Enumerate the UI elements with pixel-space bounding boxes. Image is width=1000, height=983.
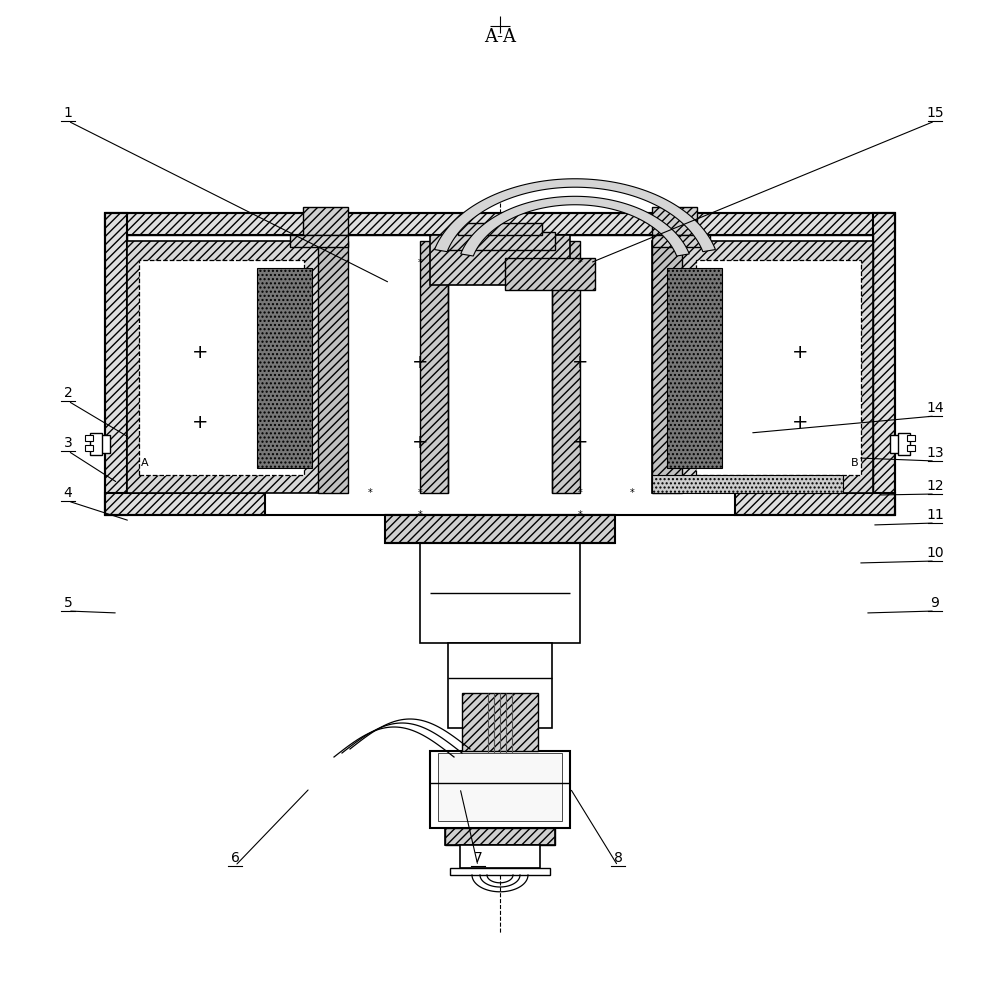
Text: 1: 1: [64, 106, 72, 120]
Bar: [907, 435, 915, 441]
Bar: [450, 868, 550, 875]
Text: 7: 7: [474, 851, 482, 865]
Bar: [90, 433, 102, 455]
Bar: [458, 223, 542, 235]
Text: *: *: [630, 488, 634, 498]
Text: *: *: [578, 258, 582, 268]
Text: +: +: [412, 434, 428, 452]
Text: 12: 12: [926, 479, 944, 493]
Bar: [430, 235, 570, 285]
Text: *: *: [578, 510, 582, 520]
Bar: [460, 845, 540, 868]
Text: 9: 9: [931, 596, 939, 610]
Text: 3: 3: [64, 436, 72, 450]
Bar: [652, 207, 697, 235]
Text: 11: 11: [926, 508, 944, 522]
Text: +: +: [572, 354, 588, 373]
Bar: [430, 751, 570, 828]
Bar: [127, 241, 348, 493]
Bar: [85, 435, 93, 441]
Text: 8: 8: [614, 851, 622, 865]
Bar: [445, 828, 555, 845]
Bar: [652, 241, 682, 493]
Text: 6: 6: [231, 851, 239, 865]
Bar: [100, 435, 110, 453]
Text: +: +: [572, 434, 588, 452]
Bar: [552, 241, 580, 493]
Text: A-A: A-A: [484, 28, 516, 46]
Bar: [420, 543, 580, 643]
Text: *: *: [418, 510, 422, 520]
Bar: [873, 213, 895, 515]
Text: *: *: [578, 488, 582, 498]
Bar: [85, 445, 93, 451]
Bar: [318, 241, 348, 493]
Bar: [303, 207, 348, 235]
Text: +: +: [412, 354, 428, 373]
Bar: [290, 235, 348, 247]
Bar: [445, 232, 555, 250]
Bar: [105, 213, 127, 515]
Text: *: *: [368, 488, 372, 498]
Bar: [696, 260, 861, 475]
Text: 14: 14: [926, 401, 944, 415]
Bar: [652, 235, 710, 247]
Text: 5: 5: [64, 596, 72, 610]
Text: +: +: [192, 414, 208, 433]
Bar: [257, 268, 312, 468]
Bar: [105, 493, 265, 515]
Bar: [445, 828, 555, 845]
Text: +: +: [792, 414, 808, 433]
Polygon shape: [461, 197, 689, 256]
Bar: [652, 241, 873, 493]
Bar: [420, 241, 448, 493]
Bar: [462, 693, 538, 751]
Bar: [898, 433, 910, 455]
Bar: [448, 643, 552, 728]
Bar: [652, 475, 843, 493]
Bar: [139, 260, 304, 475]
Text: *: *: [418, 258, 422, 268]
Bar: [907, 445, 915, 451]
Bar: [735, 493, 895, 515]
Bar: [448, 268, 552, 488]
Bar: [105, 213, 895, 235]
Bar: [505, 258, 595, 290]
Text: 4: 4: [64, 486, 72, 500]
Text: B: B: [851, 458, 859, 468]
Bar: [890, 435, 900, 453]
Polygon shape: [435, 179, 715, 252]
Text: 13: 13: [926, 446, 944, 460]
Text: *: *: [418, 488, 422, 498]
Text: +: +: [792, 343, 808, 363]
Text: A: A: [141, 458, 149, 468]
Bar: [385, 515, 615, 543]
Text: 15: 15: [926, 106, 944, 120]
Text: 10: 10: [926, 546, 944, 560]
Bar: [667, 268, 722, 468]
Bar: [438, 753, 562, 821]
Text: +: +: [192, 343, 208, 363]
Text: 2: 2: [64, 386, 72, 400]
